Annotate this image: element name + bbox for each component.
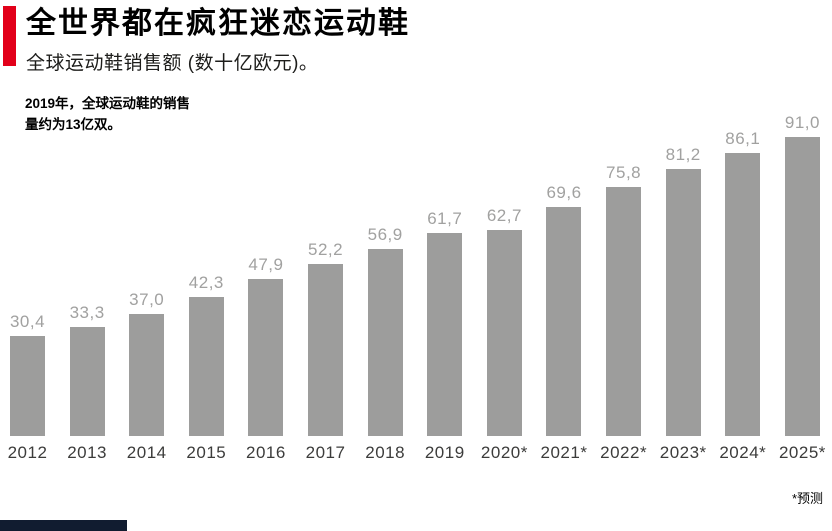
value-label: 52,2 [308,240,344,259]
bar-column: 81,2 2023* [656,145,711,463]
annotation: 2019年，全球运动鞋的销售 量约为13亿双。 [25,94,190,136]
x-axis-label: 2016 [246,443,286,462]
x-axis-label: 2013 [67,443,108,462]
value-label: 69,6 [546,183,582,202]
value-label: 42,3 [188,273,224,292]
value-label: 37,0 [129,290,165,309]
bar-column: 33,3 2013 [60,303,115,463]
bar [129,314,165,436]
bar-column: 62,7 2020* [477,206,532,463]
bar-column: 91,0 2025* [775,113,830,463]
x-axis-label: 2023* [659,443,707,462]
x-axis-label: 2018 [365,443,406,462]
bar [427,233,463,436]
x-axis-label: 2022* [600,443,648,462]
bar-column: 75,8 2022* [596,163,651,463]
bar [308,264,344,436]
bar [486,230,522,436]
bar-column: 86,1 2024* [715,129,770,463]
value-label: 61,7 [427,209,463,228]
bar-column: 47,9 2016 [238,255,293,463]
bar [10,336,45,436]
value-label: 62,7 [486,206,522,225]
bar [69,327,105,436]
bar [367,249,403,436]
x-axis-label: 2024* [719,443,767,462]
x-axis-label: 2015 [186,443,227,462]
bar [784,137,820,436]
bar-column: 56,9 2018 [358,225,413,463]
value-label: 75,8 [606,163,642,182]
x-axis-label: 2012 [7,443,48,462]
bar-chart: 30,4 2012 33,3 2013 37,0 2014 42,3 2015 47,9 2016… [0,113,830,463]
bar-column: 37,0 2014 [119,290,174,463]
accent-bar [3,6,16,66]
bar [546,207,582,436]
x-axis-label: 2019 [424,443,465,462]
x-axis-label: 2021* [540,443,588,462]
value-label: 91,0 [784,113,820,132]
annotation-line-2: 量约为13亿双。 [25,116,122,132]
value-label: 56,9 [367,225,403,244]
value-label: 81,2 [665,145,701,164]
x-axis-label: 2017 [305,443,346,462]
footer-bar [0,520,127,531]
bar-column: 30,4 2012 [0,312,55,463]
annotation-line-1: 2019年，全球运动鞋的销售 [25,96,191,111]
x-axis-label: 2014 [126,443,167,462]
page-title: 全世界都在疯狂迷恋运动鞋 [26,7,410,40]
bar [606,187,642,436]
value-label: 33,3 [69,303,105,322]
value-label: 47,9 [248,255,284,274]
bar-column: 61,7 2019 [417,209,472,463]
bar [665,169,701,436]
bar [725,153,761,436]
bar [188,297,224,436]
bar-column: 42,3 2015 [179,273,234,463]
bar-column: 69,6 2021* [536,183,591,463]
bar [248,279,284,436]
x-axis-label: 2025* [778,443,826,462]
header: 全世界都在疯狂迷恋运动鞋 全球运动鞋销售额 (数十亿欧元)。 [3,6,410,75]
value-label: 30,4 [9,312,46,331]
footnote: *预测 [791,491,823,506]
header-text: 全世界都在疯狂迷恋运动鞋 全球运动鞋销售额 (数十亿欧元)。 [26,6,410,75]
value-label: 86,1 [725,129,761,148]
x-axis-label: 2020* [480,443,528,462]
bar-column: 52,2 2017 [298,240,353,463]
chart-subtitle: 全球运动鞋销售额 (数十亿欧元)。 [26,53,319,74]
